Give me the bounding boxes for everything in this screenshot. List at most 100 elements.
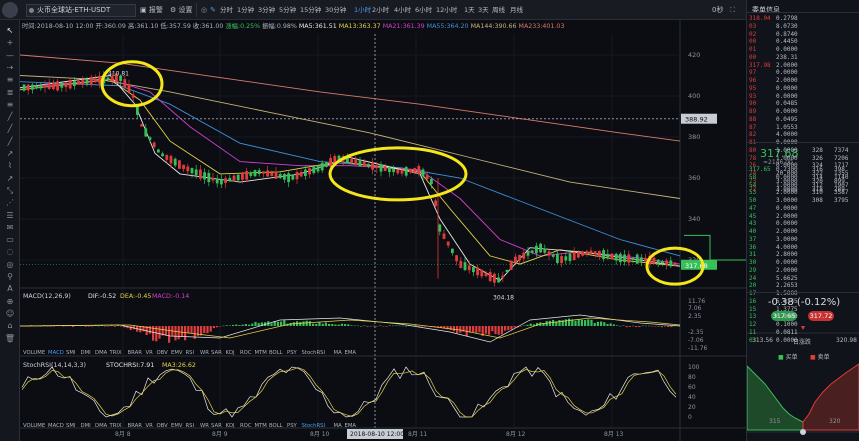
chart-area[interactable]: 420400380360340320388.92410.81304.18317.…: [19, 20, 746, 441]
draw-pen-icon[interactable]: ✎: [210, 6, 216, 14]
timeframe-13[interactable]: 周线: [492, 6, 505, 14]
macd-tab-vr[interactable]: VR: [146, 350, 154, 356]
timeframe-7[interactable]: 2小时: [372, 6, 390, 14]
stoch-tab-dma[interactable]: DMA: [95, 423, 108, 429]
stoch-tab-rsi[interactable]: RSI: [186, 423, 195, 429]
macd-tab-rsi[interactable]: RSI: [186, 350, 195, 356]
timeframe-14[interactable]: 月线: [510, 6, 523, 14]
macd-tab-psy[interactable]: PSY: [287, 350, 298, 356]
timeframe-8[interactable]: 4小时: [394, 6, 412, 14]
emoji-tool-icon[interactable]: ☺: [5, 308, 15, 318]
stoch-tab-stochrsi[interactable]: StochRSI: [302, 423, 326, 429]
macd-tab-trix[interactable]: TRIX: [109, 350, 122, 356]
cursor-tool-icon[interactable]: ↖: [6, 26, 14, 35]
macd-tab-roc[interactable]: ROC: [240, 350, 252, 356]
depth-slider-handle[interactable]: [800, 429, 806, 435]
macd-tab-dmi[interactable]: DMI: [81, 350, 92, 356]
trend-tool-icon[interactable]: ╱: [7, 112, 13, 122]
gann-tool-icon[interactable]: ☰: [6, 210, 14, 220]
ellipse-tool-icon[interactable]: ◎: [6, 259, 14, 269]
stoch-tab-ema[interactable]: EMA: [345, 423, 357, 429]
stoch-tab-kdj[interactable]: KDJ: [226, 423, 236, 429]
ask-row: 88 0.0495: [749, 116, 857, 124]
macd-bar: [577, 318, 580, 326]
ray-tool-icon[interactable]: ⇢: [6, 62, 14, 72]
candle-body: [581, 251, 584, 256]
macd-tab-macd[interactable]: MACD: [48, 350, 64, 356]
best-ask-button[interactable]: 317.72: [808, 311, 834, 321]
rect-tool-icon[interactable]: ▭: [6, 235, 14, 245]
stoch-tab-macd[interactable]: MACD: [48, 423, 64, 429]
stoch-tab-sar[interactable]: SAR: [211, 423, 222, 429]
timeframe-12[interactable]: 3天: [478, 6, 489, 14]
fib-tool-icon[interactable]: ≡: [6, 99, 14, 109]
depth-chart[interactable]: 315 320: [747, 322, 859, 441]
alert-button[interactable]: ▣ 报警: [140, 4, 163, 17]
stoch-tab-brar[interactable]: BRAR: [128, 423, 143, 429]
trend2-tool-icon[interactable]: ╱: [7, 124, 13, 134]
stoch-tab-psy[interactable]: PSY: [287, 423, 298, 429]
crosshair-tool-icon[interactable]: +: [6, 38, 14, 48]
best-bid-button[interactable]: 317.65: [771, 311, 797, 321]
macd-tab-brar[interactable]: BRAR: [128, 350, 143, 356]
indicator-icon[interactable]: ◎: [201, 6, 208, 14]
pitchfork-tool-icon[interactable]: ⌇: [8, 161, 12, 171]
trend3-tool-icon[interactable]: ╱: [7, 136, 13, 146]
macd-tab-sar[interactable]: SAR: [211, 350, 222, 356]
timeframe-0[interactable]: 分时: [220, 6, 233, 14]
macd-tab-mtm[interactable]: MTM: [255, 350, 268, 356]
macd-tab-emv[interactable]: EMV: [171, 350, 183, 356]
stoch-tab-smi[interactable]: SMI: [66, 423, 76, 429]
stoch-tab-emv[interactable]: EMV: [171, 423, 183, 429]
trash-tool-icon[interactable]: 🗑: [4, 333, 16, 343]
stoch-tab-boll[interactable]: BOLL: [269, 423, 283, 429]
timeframe-10[interactable]: 12小时: [436, 6, 458, 14]
stoch-tab-obv[interactable]: OBV: [157, 423, 169, 429]
channel-tool-icon[interactable]: ≡: [6, 75, 14, 85]
note-tool-icon[interactable]: ✉: [6, 222, 14, 232]
stoch-tab-roc[interactable]: ROC: [240, 423, 252, 429]
text-tool-icon[interactable]: A: [7, 284, 13, 294]
settings-button[interactable]: ⚙ 设置: [170, 4, 193, 17]
macd-tab-obv[interactable]: OBV: [157, 350, 169, 356]
price-chart-svg[interactable]: 420400380360340320388.92410.81304.18317.…: [19, 20, 746, 441]
macd-tab-wr[interactable]: WR: [200, 350, 209, 356]
macd-tab-volume[interactable]: VOLUME: [23, 350, 46, 356]
timeframe-4[interactable]: 15分钟: [300, 6, 322, 14]
stoch-tab-wr[interactable]: WR: [200, 423, 209, 429]
timeframe-1[interactable]: 1分钟: [237, 6, 255, 14]
stoch-tab-dmi[interactable]: DMI: [81, 423, 92, 429]
ask-price: 02: [749, 30, 757, 38]
macd-tab-kdj[interactable]: KDJ: [226, 350, 236, 356]
magnet-tool-icon[interactable]: ⊕: [6, 296, 14, 306]
stoch-tab-mtm[interactable]: MTM: [255, 423, 268, 429]
timeframe-11[interactable]: 1天: [464, 6, 475, 14]
measure-tool-icon[interactable]: ⤡: [6, 185, 14, 195]
lock-tool-icon[interactable]: ⌂: [7, 321, 13, 331]
arrow2-tool-icon[interactable]: ↗: [6, 173, 14, 183]
timeframe-9[interactable]: 6小时: [415, 6, 433, 14]
arrow-tool-icon[interactable]: ↗: [6, 149, 14, 158]
timeframe-5[interactable]: 30分钟: [325, 6, 347, 14]
zoom-tool-icon[interactable]: ⚲: [7, 272, 13, 281]
fullscreen-icon[interactable]: ⛶: [730, 6, 735, 14]
macd-tab-stochrsi[interactable]: StochRSI: [302, 350, 326, 356]
fan-tool-icon[interactable]: ⋰: [6, 198, 14, 208]
macd-tab-smi[interactable]: SMI: [66, 350, 76, 356]
stoch-tab-ma[interactable]: MA: [334, 423, 343, 429]
stoch-tab-volume[interactable]: VOLUME: [23, 423, 46, 429]
circle-tool-icon[interactable]: ◌: [6, 247, 14, 257]
stoch-tab-trix[interactable]: TRIX: [109, 423, 122, 429]
macd-tab-dma[interactable]: DMA: [95, 350, 108, 356]
macd-tab-ma[interactable]: MA: [334, 350, 343, 356]
macd-tab-ema[interactable]: EMA: [345, 350, 357, 356]
timeframe-2[interactable]: 3分钟: [258, 6, 276, 14]
timeframe-6[interactable]: 1小时: [354, 6, 372, 14]
timeframe-3[interactable]: 5分钟: [279, 6, 297, 14]
stoch-tab-vr[interactable]: VR: [146, 423, 154, 429]
bid-total: 398: [834, 166, 845, 173]
macd-tab-boll[interactable]: BOLL: [269, 350, 283, 356]
parallel-tool-icon[interactable]: ≣: [6, 87, 14, 97]
hline-tool-icon[interactable]: —: [6, 50, 14, 60]
symbol-selector[interactable]: 火币全球站-ETH-USDT: [26, 4, 136, 17]
